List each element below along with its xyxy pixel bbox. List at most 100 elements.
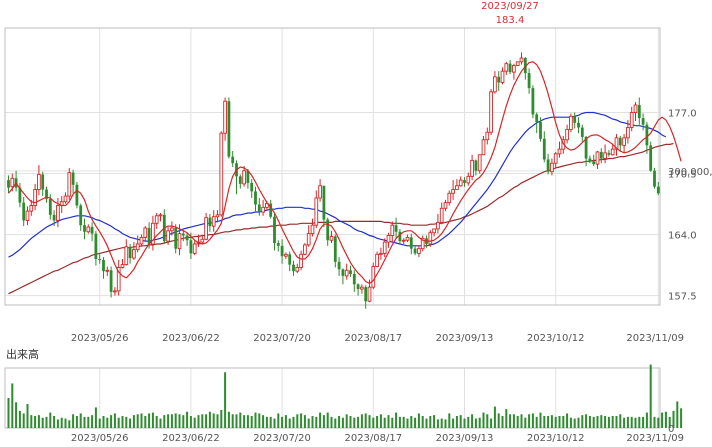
candle-body-down <box>322 185 326 220</box>
candle-body-down <box>542 138 546 160</box>
volume-bar <box>136 414 139 428</box>
volume-bar <box>60 417 63 428</box>
candle-body-up <box>10 177 15 188</box>
candle-body-down <box>653 170 656 187</box>
volume-bar <box>577 417 580 428</box>
price-x-tick-label: 2023/07/20 <box>253 333 311 344</box>
candle-body-up <box>215 214 220 218</box>
volume-bar <box>273 418 276 428</box>
volume-bar <box>615 416 618 428</box>
price-x-axis: 2023/05/26 2023/06/22 2023/07/20 2023/08/17… <box>71 333 684 344</box>
candle-body-up <box>29 205 34 212</box>
candle-body-up <box>360 286 364 290</box>
volume-bar <box>303 415 306 428</box>
volume-bar <box>269 416 272 428</box>
price-y-tick-label: 157.5 <box>668 292 697 303</box>
volume-bar <box>262 415 265 428</box>
volume-bar <box>330 416 333 428</box>
candle-body-up <box>25 210 30 221</box>
volume-bar <box>569 417 572 428</box>
volume-bar <box>573 418 576 428</box>
candle-body-down <box>174 228 178 249</box>
volume-bar <box>110 415 113 428</box>
volume-bar <box>661 412 664 428</box>
volume-bar <box>623 417 626 428</box>
volume-bar <box>486 414 489 428</box>
candle-body-up <box>428 232 433 245</box>
volume-bar <box>319 412 322 428</box>
candle-body-down <box>276 243 280 246</box>
volume-bar <box>448 413 451 428</box>
candle-body-up <box>439 207 444 223</box>
candle-body-down <box>618 137 622 146</box>
candle-body-down <box>584 136 588 159</box>
candle-body-up <box>470 159 474 177</box>
volume-bar <box>505 409 508 428</box>
candle-body-down <box>227 101 231 157</box>
candle-body-down <box>238 176 242 184</box>
candle-body-down <box>7 180 10 188</box>
candle-body-up <box>37 174 41 190</box>
candle-body-up <box>223 100 227 134</box>
volume-bar <box>607 416 610 428</box>
volume-bar <box>64 418 67 428</box>
volume-bar <box>653 416 656 428</box>
candle-body-down <box>337 261 341 270</box>
candle-body-down <box>71 172 75 185</box>
volume-bar <box>174 413 177 428</box>
candle-body-down <box>288 254 292 265</box>
volume-bar <box>379 414 382 428</box>
candle-body-up <box>295 266 300 272</box>
candle-body-up <box>477 154 482 172</box>
volume-bar <box>220 410 223 428</box>
ma-mid-line <box>8 111 667 258</box>
candle-body-up <box>432 228 436 234</box>
volume-bar <box>497 413 500 428</box>
volume-bar <box>395 412 398 428</box>
peak-annotation-value: 183.4 <box>496 15 525 26</box>
candle-body-down <box>588 158 592 162</box>
volume-x-tick-label: 2023/05/26 <box>71 433 129 444</box>
candle-body-down <box>326 219 330 241</box>
candle-body-down <box>128 246 132 259</box>
volume-bar <box>436 419 439 428</box>
candle-body-up <box>512 65 516 73</box>
candle-body-up <box>124 246 129 266</box>
volume-bar <box>72 414 75 428</box>
volume-bar <box>520 414 523 428</box>
volume-bar <box>26 404 29 428</box>
volume-bar <box>155 416 158 428</box>
candle-body-up <box>458 179 463 187</box>
volume-bar <box>391 417 394 428</box>
volume-bar <box>239 412 242 428</box>
volume-y-axis: 300,000,0 0 <box>668 167 712 435</box>
volume-bar <box>566 413 569 428</box>
candle-body-up <box>451 189 455 194</box>
candle-body-up <box>515 61 520 67</box>
volume-bar <box>113 413 116 428</box>
volume-bar <box>307 418 310 428</box>
candle-body-up <box>455 185 459 190</box>
volume-bar <box>588 416 591 428</box>
volume-bar <box>611 416 614 428</box>
volume-bar <box>459 415 462 428</box>
volume-bar <box>467 416 470 428</box>
volume-x-tick-label: 2023/10/12 <box>527 433 585 444</box>
volume-bar <box>140 413 143 428</box>
candle-body-up <box>284 253 288 257</box>
candle-body-up <box>120 264 125 268</box>
volume-bar <box>547 416 550 428</box>
volume-bar <box>102 416 105 428</box>
volume-bar <box>144 416 147 428</box>
candle-body-up <box>135 243 140 251</box>
candle-body-up <box>375 253 379 267</box>
volume-bar <box>265 416 268 428</box>
candle-body-down <box>280 245 284 257</box>
candle-body-down <box>656 186 660 194</box>
volume-bar <box>402 416 405 428</box>
volume-bar <box>516 416 519 428</box>
volume-bar <box>170 414 173 428</box>
candle-body-up <box>261 206 265 213</box>
candle-body-up <box>132 249 136 259</box>
